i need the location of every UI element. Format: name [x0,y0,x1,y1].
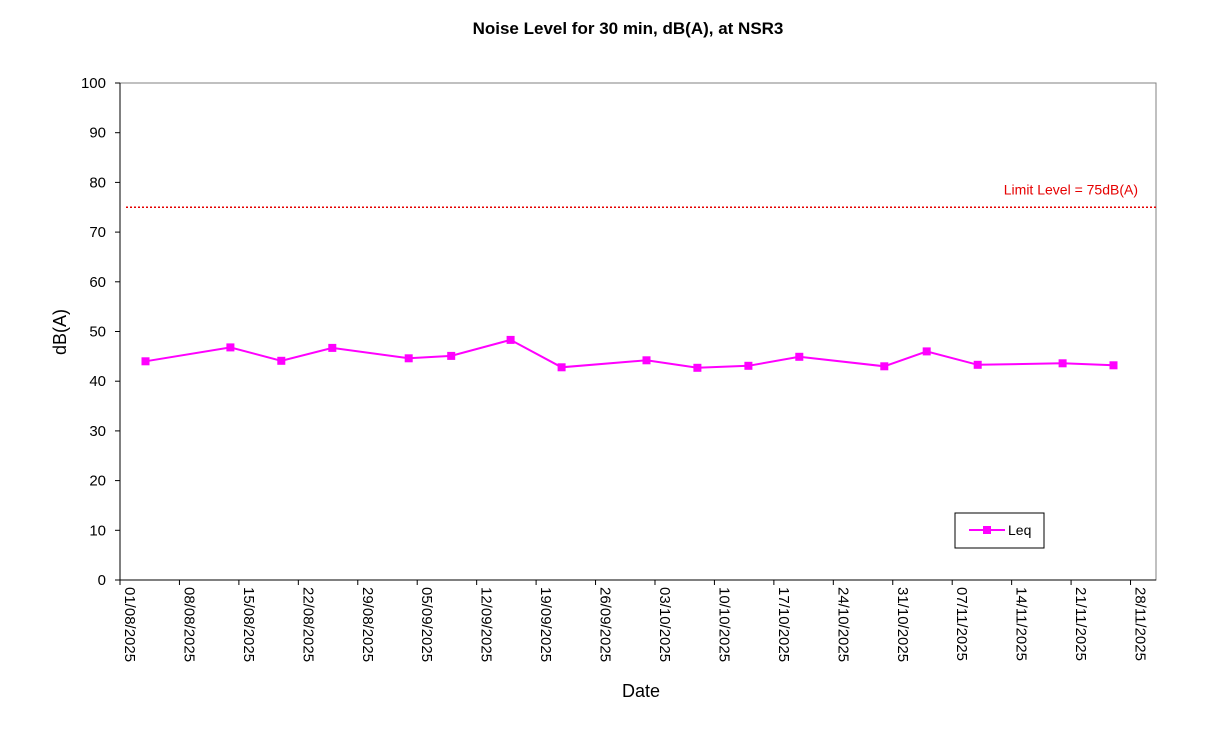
x-tick-label: 15/08/2025 [240,587,257,662]
data-point-leq [922,347,931,356]
limit-level-label: Limit Level = 75dB(A) [1004,181,1138,197]
data-point-leq [973,360,982,369]
y-tick-label: 0 [98,572,106,589]
x-tick-label: 22/08/2025 [299,587,316,662]
y-axis: 0 10 20 30 40 50 60 70 80 90 100 [81,75,121,589]
data-point-leq [1058,359,1067,368]
data-point-leq [328,343,337,352]
data-point-leq [404,354,413,363]
x-tick-label: 08/08/2025 [180,587,197,662]
data-point-leq [277,356,286,365]
data-point-leq [795,352,804,361]
x-axis-title: Date [622,681,660,701]
x-tick-label: 03/10/2025 [656,587,673,662]
x-tick-label: 14/11/2025 [1013,587,1030,661]
y-tick-label: 70 [89,224,106,241]
y-tick-label: 10 [89,522,106,539]
x-tick-label: 26/09/2025 [597,587,614,662]
legend-label: Leq [1008,522,1031,538]
y-axis-title: dB(A) [50,309,70,355]
y-tick-label: 50 [89,324,106,341]
x-tick-label: 01/08/2025 [121,587,138,662]
y-tick-label: 60 [89,274,106,291]
data-point-leq [642,356,651,365]
data-point-leq [141,357,150,366]
y-tick-label: 40 [89,373,106,390]
chart-title: Noise Level for 30 min, dB(A), at NSR3 [473,19,784,38]
data-point-leq [557,363,566,372]
y-tick-label: 80 [89,174,106,191]
series-layer [141,335,1118,372]
data-point-leq [447,351,456,360]
x-tick-label: 28/11/2025 [1132,587,1149,661]
y-tick-label: 100 [81,75,106,92]
data-point-leq [506,335,515,344]
data-point-leq [226,343,235,352]
x-tick-label: 10/10/2025 [715,587,732,662]
data-point-leq [880,362,889,371]
data-point-leq [693,363,702,372]
plot-area [119,82,1157,581]
x-axis: 01/08/2025 08/08/2025 15/08/2025 22/08/2025… [119,579,1156,662]
x-tick-label: 31/10/2025 [894,587,911,662]
y-tick-label: 20 [89,473,106,490]
x-tick-label: 19/09/2025 [537,587,554,662]
x-tick-label: 29/08/2025 [359,587,376,662]
legend: Leq [954,512,1045,549]
x-tick-label: 07/11/2025 [953,587,970,661]
y-tick-label: 30 [89,423,106,440]
legend-marker-swatch [983,526,991,534]
x-tick-label: 21/11/2025 [1072,587,1089,661]
reference-lines: Limit Level = 75dB(A) [126,181,1156,209]
x-tick-label: 17/10/2025 [775,587,792,662]
x-tick-label: 05/09/2025 [418,587,435,662]
data-point-leq [1109,361,1118,370]
y-tick-label: 90 [89,125,106,142]
x-tick-label: 12/09/2025 [478,587,495,662]
data-point-leq [744,361,753,370]
x-tick-label: 24/10/2025 [834,587,851,662]
